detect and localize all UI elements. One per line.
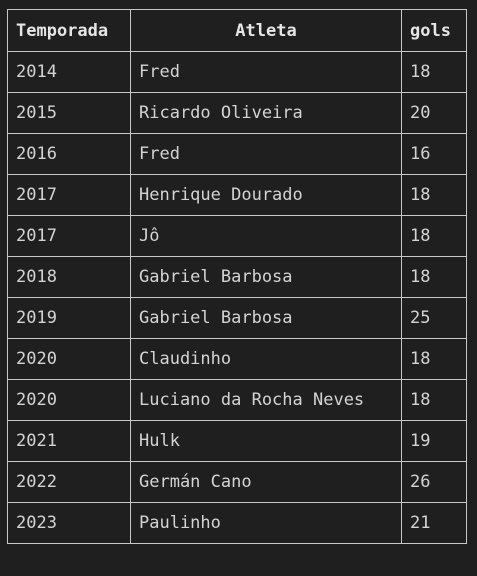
cell-atleta: Fred — [130, 133, 402, 175]
header-gols: gols — [401, 9, 467, 52]
table-row: 2022 Germán Cano 26 — [7, 461, 467, 503]
table-row: 2020 Luciano da Rocha Neves 18 — [7, 379, 467, 421]
cell-gols: 21 — [401, 502, 467, 544]
table-row: 2023 Paulinho 21 — [7, 502, 467, 544]
cell-temporada: 2015 — [7, 92, 131, 134]
cell-temporada: 2020 — [7, 338, 131, 380]
cell-gols: 18 — [401, 338, 467, 380]
scorers-table: Temporada Atleta gols 2014 Fred 18 2015 Rica… — [7, 9, 467, 544]
cell-gols: 26 — [401, 461, 467, 503]
cell-gols: 18 — [401, 174, 467, 216]
header-temporada: Temporada — [7, 9, 131, 52]
cell-atleta: Luciano da Rocha Neves — [130, 379, 402, 421]
table-row: 2021 Hulk 19 — [7, 420, 467, 462]
table-row: 2017 Henrique Dourado 18 — [7, 174, 467, 216]
table-row: 2015 Ricardo Oliveira 20 — [7, 92, 467, 134]
cell-temporada: 2014 — [7, 51, 131, 93]
table-header: Temporada Atleta gols — [7, 9, 467, 52]
cell-gols: 19 — [401, 420, 467, 462]
cell-gols: 16 — [401, 133, 467, 175]
cell-temporada: 2021 — [7, 420, 131, 462]
cell-gols: 18 — [401, 51, 467, 93]
table-row: 2018 Gabriel Barbosa 18 — [7, 256, 467, 298]
cell-temporada: 2023 — [7, 502, 131, 544]
table-row: 2020 Claudinho 18 — [7, 338, 467, 380]
table-container: Temporada Atleta gols 2014 Fred 18 2015 Rica… — [7, 9, 467, 544]
cell-gols: 18 — [401, 215, 467, 257]
cell-atleta: Claudinho — [130, 338, 402, 380]
cell-temporada: 2020 — [7, 379, 131, 421]
cell-atleta: Gabriel Barbosa — [130, 256, 402, 298]
cell-temporada: 2019 — [7, 297, 131, 339]
cell-atleta: Ricardo Oliveira — [130, 92, 402, 134]
cell-temporada: 2016 — [7, 133, 131, 175]
cell-gols: 18 — [401, 379, 467, 421]
cell-temporada: 2022 — [7, 461, 131, 503]
cell-temporada: 2017 — [7, 215, 131, 257]
cell-gols: 18 — [401, 256, 467, 298]
table-row: 2014 Fred 18 — [7, 51, 467, 93]
cell-atleta: Fred — [130, 51, 402, 93]
cell-gols: 25 — [401, 297, 467, 339]
table-row: 2017 Jô 18 — [7, 215, 467, 257]
cell-gols: 20 — [401, 92, 467, 134]
table-row: 2016 Fred 16 — [7, 133, 467, 175]
cell-atleta: Gabriel Barbosa — [130, 297, 402, 339]
cell-temporada: 2017 — [7, 174, 131, 216]
cell-atleta: Germán Cano — [130, 461, 402, 503]
table-row: 2019 Gabriel Barbosa 25 — [7, 297, 467, 339]
cell-atleta: Paulinho — [130, 502, 402, 544]
cell-atleta: Henrique Dourado — [130, 174, 402, 216]
header-atleta: Atleta — [130, 9, 402, 52]
cell-atleta: Jô — [130, 215, 402, 257]
cell-temporada: 2018 — [7, 256, 131, 298]
table-body: 2014 Fred 18 2015 Ricardo Oliveira 20 2016 Fred… — [7, 51, 467, 544]
header-row: Temporada Atleta gols — [7, 9, 467, 52]
cell-atleta: Hulk — [130, 420, 402, 462]
